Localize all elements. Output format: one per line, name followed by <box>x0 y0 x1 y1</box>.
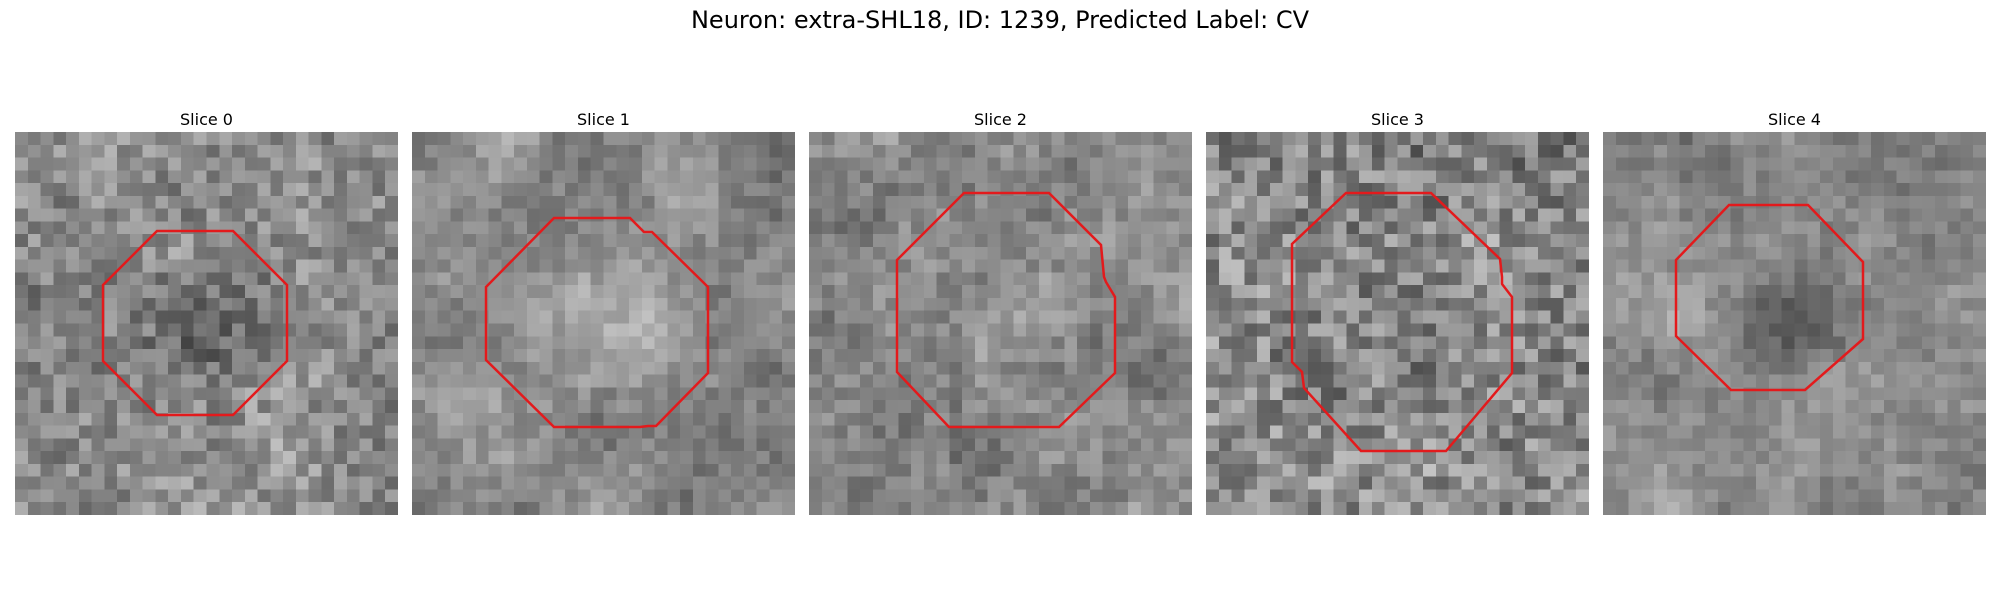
roi-contour-overlay <box>101 229 289 417</box>
slice-title: Slice 2 <box>974 110 1027 129</box>
slice-title: Slice 3 <box>1371 110 1424 129</box>
slice-image <box>809 132 1192 515</box>
slice-title: Slice 1 <box>577 110 630 129</box>
roi-contour <box>484 216 710 429</box>
figure-title: Neuron: extra-SHL18, ID: 1239, Predicted… <box>690 6 1310 34</box>
roi-contour <box>101 229 289 417</box>
roi-contour-overlay <box>1290 191 1514 453</box>
slice-panel-3: Slice 3 <box>1206 108 1589 515</box>
slice-title: Slice 0 <box>180 110 233 129</box>
roi-contour-overlay <box>1674 203 1865 392</box>
slice-image <box>412 132 795 515</box>
roi-contour <box>895 191 1117 429</box>
slice-image <box>1603 132 1986 515</box>
slice-image <box>15 132 398 515</box>
roi-contour-overlay <box>484 216 710 429</box>
roi-contour <box>1674 203 1865 392</box>
slice-panel-1: Slice 1 <box>412 108 795 515</box>
slice-panel-0: Slice 0 <box>15 108 398 515</box>
slice-title: Slice 4 <box>1768 110 1821 129</box>
slice-panel-4: Slice 4 <box>1603 108 1986 515</box>
roi-contour <box>1290 191 1514 453</box>
slice-panel-2: Slice 2 <box>809 108 1192 515</box>
roi-contour-overlay <box>895 191 1117 429</box>
